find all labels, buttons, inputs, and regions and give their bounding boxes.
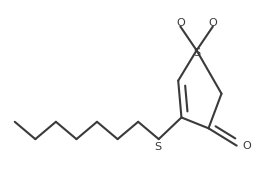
Text: O: O <box>242 141 251 151</box>
Text: S: S <box>193 48 200 57</box>
Text: O: O <box>208 18 217 28</box>
Text: S: S <box>154 142 161 152</box>
Text: O: O <box>176 18 185 28</box>
